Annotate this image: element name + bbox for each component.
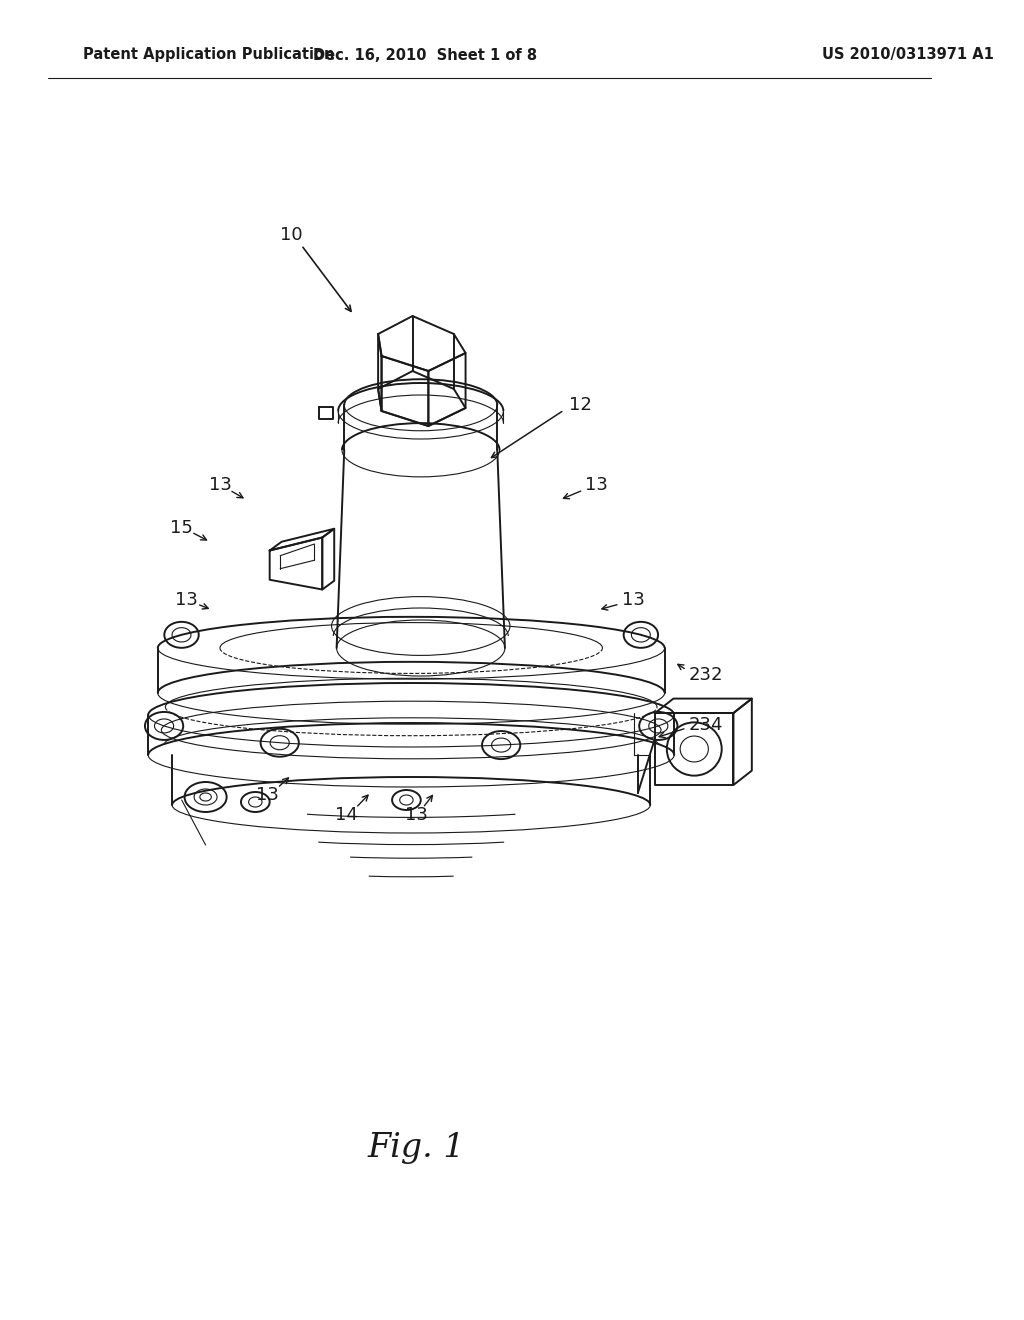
Text: 14: 14 <box>335 807 357 824</box>
Text: Fig. 1: Fig. 1 <box>368 1133 465 1164</box>
Text: 15: 15 <box>170 519 194 537</box>
Text: 234: 234 <box>688 715 723 734</box>
Text: 13: 13 <box>586 477 608 494</box>
Text: 232: 232 <box>688 667 723 684</box>
Text: 13: 13 <box>175 591 198 609</box>
Text: 13: 13 <box>256 785 280 804</box>
Text: 12: 12 <box>569 396 592 414</box>
Text: 13: 13 <box>209 477 231 494</box>
Text: 13: 13 <box>622 591 644 609</box>
Text: Patent Application Publication: Patent Application Publication <box>83 48 335 62</box>
Text: 13: 13 <box>404 807 427 824</box>
Text: US 2010/0313971 A1: US 2010/0313971 A1 <box>822 48 994 62</box>
Text: 10: 10 <box>281 226 303 244</box>
Text: Dec. 16, 2010  Sheet 1 of 8: Dec. 16, 2010 Sheet 1 of 8 <box>313 48 538 62</box>
